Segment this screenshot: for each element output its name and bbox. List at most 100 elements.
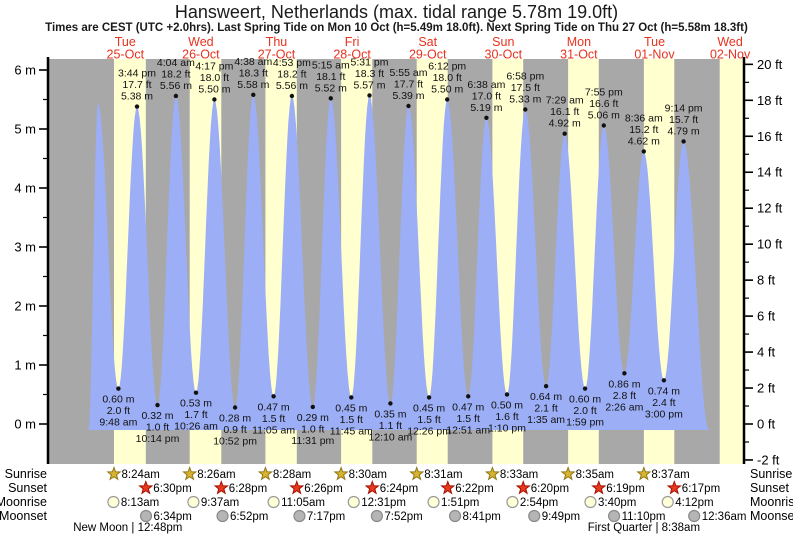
low-tide-label: 1.5 ft [340,414,363,426]
moon-phase-label: First Quarter | 8:38am [588,522,700,534]
high-tide-label: 4:53 pm [273,57,311,69]
moonrise-time: 2:54pm [520,497,558,509]
high-tide-label: 5.52 m [315,82,347,94]
moonrise-time: 9:37am [201,497,239,509]
day-date-label: 31-Oct [560,48,598,62]
high-tide-label: 17.7 ft [394,79,423,91]
day-weekday-label: Tue [644,35,665,49]
high-tide-label: 9:14 pm [665,102,703,114]
right-axis-tick-label: 20 ft [757,57,783,72]
right-axis-tick-label: 12 ft [757,201,783,216]
sunrise-time: 8:37am [651,469,689,481]
low-tide-dot [271,394,276,399]
moonset-time: 11:10pm [622,511,666,523]
high-tide-label: 17.7 ft [122,79,151,91]
high-tide-dot [601,123,606,128]
low-tide-label: 9:48 am [99,417,137,429]
tide-curve [88,94,709,431]
moonset-circle-icon [216,509,229,523]
sunrise-star-icon [106,466,122,481]
high-tide-label: 15.7 ft [669,114,698,126]
moonrise-circle-icon [267,495,280,509]
low-tide-label: 11:05 am [252,424,295,436]
high-tide-label: 8:36 am [625,112,663,124]
sunset-row-label-right: Sunset [750,481,789,495]
sunset-star-icon [138,480,154,495]
day-weekday-label: Mon [567,35,591,49]
high-tide-dot [212,97,217,102]
low-tide-dot [426,395,432,400]
low-tide-dot [504,392,510,397]
low-tide-label: 1.0 ft [301,423,324,435]
high-tide-label: 4.79 m [668,125,700,137]
low-tide-label: 1.5 ft [417,414,440,426]
low-tide-label: 0.64 m [530,391,562,403]
left-axis-tick-label: 0 m [14,417,36,432]
high-tide-dot [328,96,333,101]
day-date-label: 02-Nov [710,48,751,62]
moonrise-circle-icon [427,495,440,509]
sunset-star-icon [440,480,456,495]
sunset-time: 6:28pm [229,483,267,495]
low-tide-label: 1.1 ft [379,420,402,432]
day-date-label: 26-Oct [182,48,220,62]
high-tide-dot [173,93,179,99]
high-tide-label: 4:17 pm [195,61,233,73]
low-tide-dot [155,402,160,408]
high-tide-label: 18.1 ft [316,71,345,83]
moonset-row-label-right: Moonset [750,509,793,523]
right-axis-tick-label: 0 ft [757,417,775,432]
sunset-star-icon [364,480,380,495]
low-tide-label: 2.0 ft [107,405,130,417]
moonset-time: 6:34pm [154,511,192,523]
high-tide-label: 5.56 m [160,80,192,92]
day-date-label: 29-Oct [409,48,447,62]
day-date-label: 28-Oct [333,48,371,62]
moonset-circle-icon [688,509,701,523]
sunrise-star-icon [636,466,652,481]
left-axis-tick-label: 5 m [14,122,36,137]
moonrise-row-label-right: Moonrise [750,495,793,509]
sunrise-star-icon [484,466,500,481]
low-tide-label: 3:00 pm [645,408,683,420]
moonset-time: 8:41pm [463,511,501,523]
sunset-time: 6:17pm [682,483,720,495]
sunset-star-icon [591,480,607,495]
high-tide-dot [406,103,411,109]
moonrise-circle-icon [584,495,597,509]
low-tide-label: 0.74 m [648,385,680,397]
day-weekday-label: Fri [345,35,360,49]
high-tide-label: 5.39 m [392,90,424,102]
high-tide-label: 18.3 ft [355,68,384,80]
high-tide-label: 5.58 m [237,79,269,91]
sunset-time: 6:19pm [606,483,644,495]
low-tide-label: 0.9 ft [223,424,246,436]
sunset-time: 6:24pm [380,483,418,495]
high-tide-label: 18.3 ft [239,67,268,79]
sunrise-row-label-left: Sunrise [5,467,47,481]
sunrise-star-icon [333,466,349,481]
high-tide-label: 18.0 ft [200,72,229,84]
moonrise-circle-icon [347,495,360,509]
left-axis-tick-label: 1 m [14,358,36,373]
moonset-row-label-left: Moonset [0,509,48,523]
high-tide-label: 16.6 ft [589,98,618,110]
sunrise-time: 8:30am [349,469,387,481]
moonset-time: 6:52pm [230,511,268,523]
high-tide-label: 6:12 pm [428,61,466,73]
low-tide-label: 0.32 m [141,410,173,422]
low-tide-label: 2.8 ft [613,390,636,402]
low-tide-label: 1.5 ft [457,413,480,425]
day-weekday-label: Sat [418,35,437,49]
low-tide-dot [388,401,393,406]
low-tide-label: 2.0 ft [573,405,596,417]
left-axis-tick-label: 4 m [14,181,36,196]
low-tide-dot [232,405,238,410]
high-tide-label: 5.33 m [509,94,541,106]
moonrise-time: 4:12pm [675,497,713,509]
low-tide-label: 11:31 pm [291,435,334,447]
moonrise-time: 3:40pm [598,497,636,509]
daylight-band [719,59,744,464]
sunset-row-label-left: Sunset [8,481,47,495]
high-tide-dot [681,139,686,144]
